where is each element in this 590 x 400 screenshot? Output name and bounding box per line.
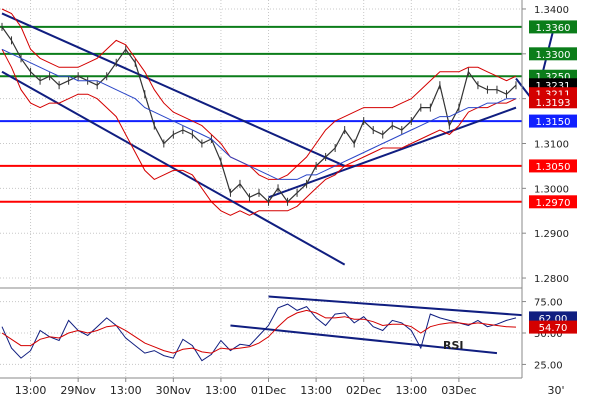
level-label-text: 1.3250 [536, 72, 571, 83]
rsi-trend-line-rsi-upper [268, 295, 522, 317]
trend-line-channel-upper [1, 12, 346, 167]
rsi-value-label-text: 62.00 [539, 314, 568, 325]
level-label-bg [529, 20, 577, 34]
rsi-tick-label: 25.00 [534, 360, 563, 371]
level-label-text: 1.2970 [536, 198, 571, 209]
series-line-moving_average [1, 48, 516, 180]
x-tick-label: 30Nov [156, 384, 192, 397]
x-tick-label: 29Nov [60, 384, 96, 397]
rsi-tick-label: 75.00 [534, 298, 563, 309]
price-tick-label: 1.3000 [534, 184, 569, 195]
rsi-tick-label: 50.00 [534, 329, 563, 340]
price-y-axis: 1.34001.33001.32001.31001.30001.29001.28… [522, 5, 569, 285]
x-tick-label: 30' [547, 384, 564, 397]
x-tick-label: 13:00 [395, 384, 427, 397]
price-label-text: 1.3193 [536, 98, 571, 109]
x-tick-label: 02Dec [346, 384, 381, 397]
trend-line-channel-lower [1, 70, 346, 266]
price-gridlines [0, 0, 522, 287]
series-line-bollinger_lower [1, 49, 517, 216]
level-label-text: 1.3150 [536, 117, 571, 128]
level-label-bg [529, 47, 577, 61]
level-label-bg [529, 159, 577, 173]
rsi-value-label-text: 54.70 [539, 323, 568, 334]
rsi-line-rsi_signal [1, 309, 517, 354]
level-label-bg [529, 195, 577, 209]
level-label-text: 1.3300 [536, 50, 571, 61]
x-tick-label: 13:00 [300, 384, 332, 397]
x-tick-label: 13:00 [110, 384, 142, 397]
x-tick-label: 03Dec [441, 384, 476, 397]
level-label-text: 1.3050 [536, 162, 571, 173]
price-series [1, 8, 517, 216]
series-line-bollinger_upper [1, 8, 517, 180]
level-label-bg [529, 114, 577, 128]
level-label-text: 1.3360 [536, 23, 571, 34]
price-tick-label: 1.3100 [534, 140, 569, 151]
price-label-bg [529, 95, 577, 109]
rsi-line-rsi [1, 303, 517, 362]
rsi-trend-lines [230, 295, 522, 355]
rsi-y-axis: 75.00 50.00 25.00 [522, 298, 563, 371]
price-tick-label: 1.3400 [534, 5, 569, 16]
rsi-series [1, 303, 517, 362]
trend-line-rising-support [268, 106, 517, 199]
price-tick-label: 1.2800 [534, 274, 569, 285]
time-x-axis: 13:00 29Nov 13:00 30Nov 13:00 01Dec 13:00 02Dec… [15, 378, 565, 397]
level-labels: 1.3360 1.3300 1.3250 1.3150 1.3050 1.2970 [529, 20, 577, 209]
price-tick-label: 1.2900 [534, 229, 569, 240]
price-label-text: 1.3231 [536, 81, 571, 92]
rsi-label: RSI [443, 339, 464, 352]
x-tick-label: 13:00 [205, 384, 237, 397]
x-tick-label: 13:00 [15, 384, 47, 397]
price-panel: 1.34001.33001.32001.31001.30001.29001.28… [0, 0, 577, 287]
price-label-text: 1.3211 [536, 90, 571, 101]
rsi-value-label-bg [529, 320, 577, 334]
x-tick-label: 01Dec [251, 384, 286, 397]
trend-lines [1, 12, 517, 266]
